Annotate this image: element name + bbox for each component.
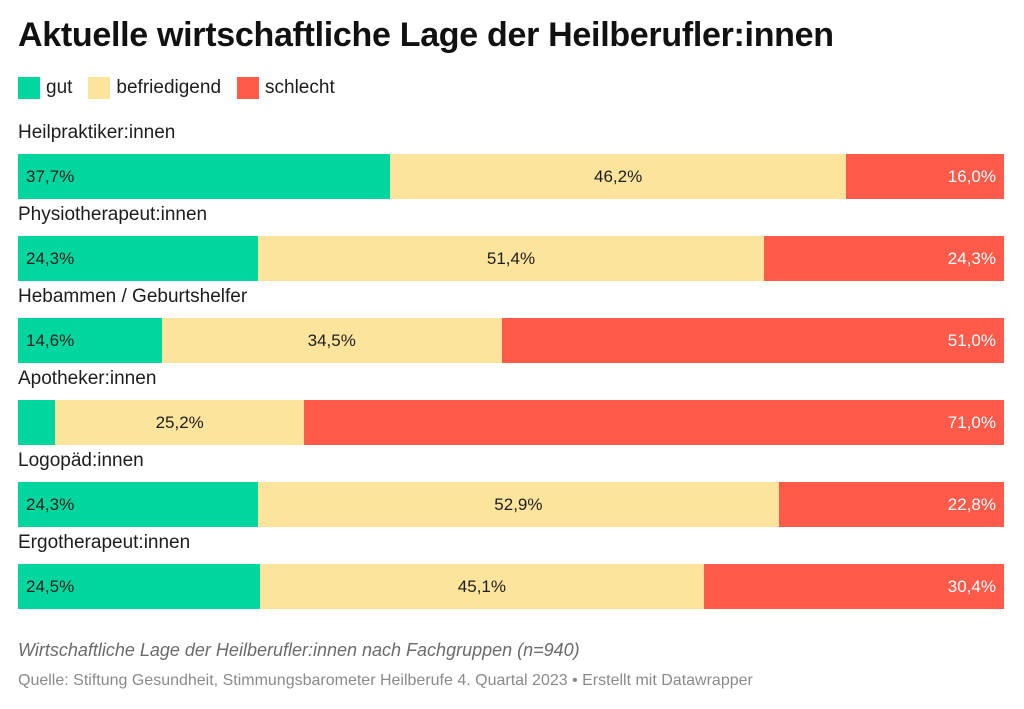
- chart-caption: Wirtschaftliche Lage der Heilberufler:in…: [18, 640, 580, 660]
- bar-segment-schlecht: 71,0%: [303, 400, 1004, 445]
- bar-segment-gut: 24,3%: [18, 236, 258, 281]
- legend-swatch: [18, 77, 40, 99]
- category-label: Physiotherapeut:innen: [18, 204, 208, 225]
- bar-row: Hebammen / Geburtshelfer 14,6% 34,5% 51,0%: [18, 282, 1004, 364]
- bar-segment-schlecht: 24,3%: [764, 236, 1004, 281]
- stacked-bar: 24,3% 52,9% 22,8%: [18, 482, 1004, 527]
- bar-segment-gut: 24,3%: [18, 482, 258, 527]
- bar-segment-befriedigend: 51,4%: [257, 236, 765, 281]
- data-label: 71,0%: [947, 412, 996, 432]
- bar-segment-schlecht: 30,4%: [704, 564, 1004, 609]
- data-label: 16,0%: [947, 166, 996, 186]
- data-label: 25,2%: [155, 412, 204, 432]
- bar-segment-befriedigend: 34,5%: [161, 318, 502, 363]
- category-label: Ergotherapeut:innen: [18, 532, 191, 553]
- data-label: 24,5%: [26, 576, 75, 596]
- legend-item-schlecht: schlecht: [237, 77, 335, 99]
- stacked-bar: 24,3% 51,4% 24,3%: [18, 236, 1004, 281]
- bar-segment-schlecht: 51,0%: [501, 318, 1004, 363]
- bar-segment-befriedigend: 45,1%: [259, 564, 705, 609]
- legend-label: befriedigend: [116, 77, 222, 98]
- bar-segment-gut: 14,6%: [18, 318, 162, 363]
- legend-swatch: [88, 77, 111, 99]
- bar-row: Logopäd:innen 24,3% 52,9% 22,8%: [18, 446, 1004, 528]
- bar-segment-befriedigend: 46,2%: [390, 154, 847, 199]
- data-label: 46,2%: [593, 166, 643, 186]
- data-label: 37,7%: [26, 166, 75, 186]
- data-label: 24,3%: [26, 494, 75, 514]
- bar-segment-schlecht: 16,0%: [846, 154, 1004, 199]
- legend: gut befriedigend schlecht: [18, 76, 351, 100]
- category-label: Logopäd:innen: [18, 450, 144, 471]
- bar-segment-befriedigend: 25,2%: [55, 400, 304, 445]
- category-label: Hebammen / Geburtshelfer: [18, 286, 248, 307]
- stacked-bar: 24,5% 45,1% 30,4%: [18, 564, 1004, 609]
- bar-rows: Heilpraktiker:innen 37,7% 46,2% 16,0% Physio…: [18, 118, 1004, 610]
- bar-segment-gut: 24,5%: [18, 564, 260, 609]
- legend-swatch: [237, 77, 260, 99]
- data-label: 52,9%: [494, 494, 543, 514]
- legend-label: gut: [46, 77, 73, 98]
- data-label: 51,4%: [486, 248, 536, 268]
- legend-label: schlecht: [265, 77, 335, 98]
- bar-segment-befriedigend: 52,9%: [257, 482, 780, 527]
- stacked-bar: 37,7% 46,2% 16,0%: [18, 154, 1004, 199]
- data-label: 45,1%: [457, 576, 506, 596]
- data-label: 24,3%: [26, 248, 75, 268]
- data-label: 51,0%: [947, 330, 996, 350]
- data-label: 24,3%: [947, 248, 996, 268]
- data-label: 34,5%: [307, 330, 356, 350]
- bar-row: Physiotherapeut:innen 24,3% 51,4% 24,3%: [18, 200, 1004, 282]
- bar-segment-gut: [18, 400, 56, 445]
- bar-row: Ergotherapeut:innen 24,5% 45,1% 30,4%: [18, 528, 1004, 610]
- bar-row: Apotheker:innen 25,2% 71,0%: [18, 364, 1004, 446]
- category-label: Apotheker:innen: [18, 368, 157, 389]
- bar-segment-schlecht: 22,8%: [779, 482, 1004, 527]
- legend-item-befriedigend: befriedigend: [88, 77, 221, 99]
- chart-title: Aktuelle wirtschaftliche Lage der Heilbe…: [18, 16, 834, 54]
- stacked-bar: 14,6% 34,5% 51,0%: [18, 318, 1004, 363]
- chart-source: Quelle: Stiftung Gesundheit, Stimmungsba…: [18, 672, 753, 689]
- data-label: 30,4%: [947, 576, 996, 596]
- bar-segment-gut: 37,7%: [18, 154, 391, 199]
- legend-item-gut: gut: [18, 77, 72, 99]
- stacked-bar: 25,2% 71,0%: [18, 400, 1004, 445]
- data-label: 22,8%: [947, 494, 996, 514]
- data-label: 14,6%: [26, 330, 75, 350]
- bar-row: Heilpraktiker:innen 37,7% 46,2% 16,0%: [18, 118, 1004, 200]
- category-label: Heilpraktiker:innen: [18, 122, 176, 143]
